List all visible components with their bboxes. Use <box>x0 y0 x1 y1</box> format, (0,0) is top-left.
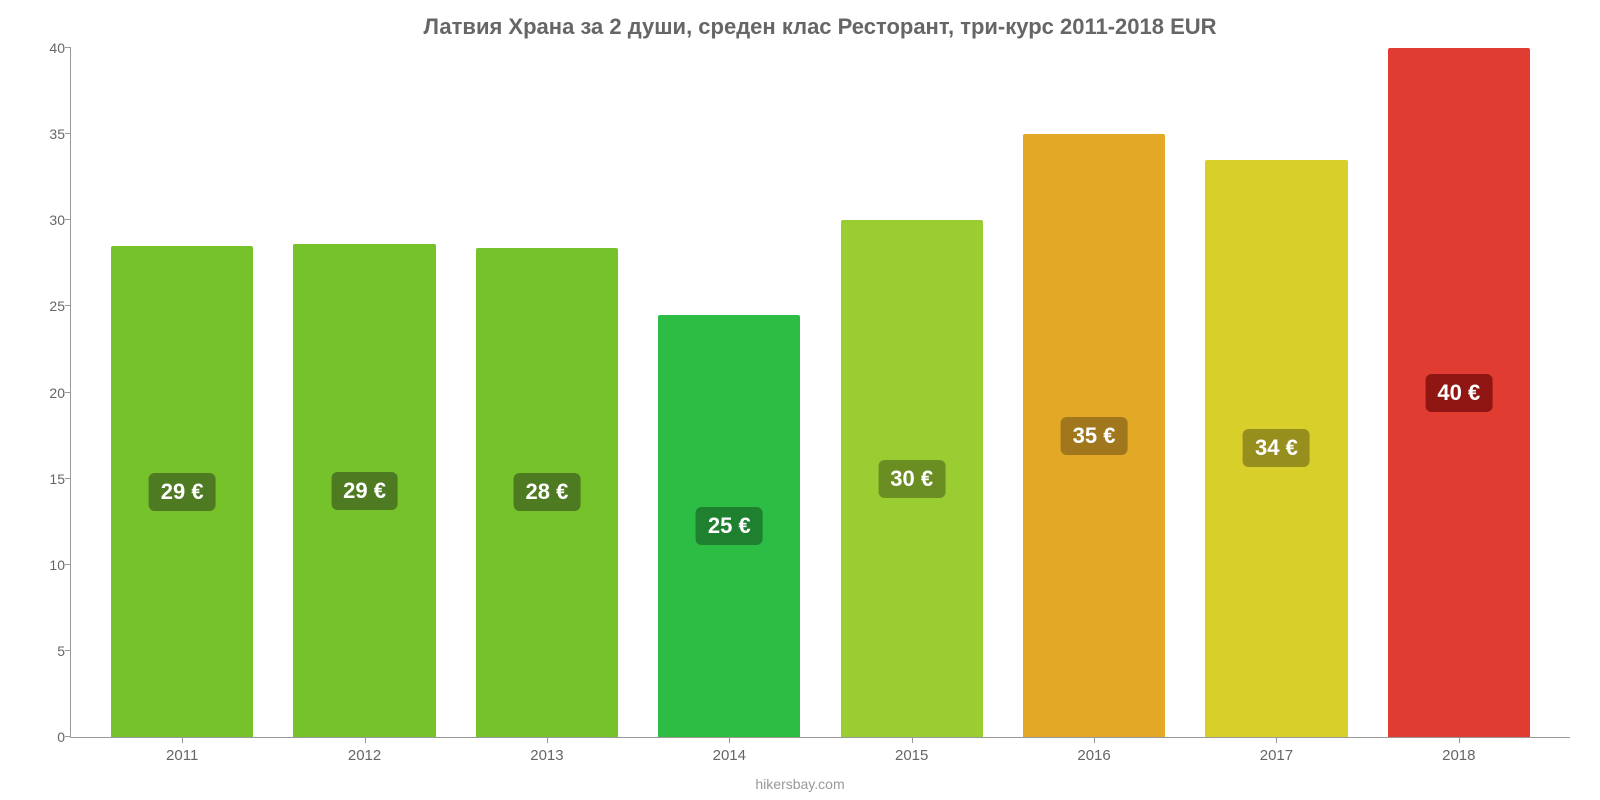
bar-value-label: 30 € <box>878 460 945 498</box>
chart-title: Латвия Храна за 2 души, среден клас Рест… <box>70 10 1570 48</box>
y-axis-tick-mark <box>65 305 71 306</box>
x-axis-tick-mark <box>182 737 183 743</box>
x-axis-tick-mark <box>1276 737 1277 743</box>
y-axis-tick-label: 10 <box>21 557 65 573</box>
y-axis-tick-mark <box>65 392 71 393</box>
x-axis-tick-label: 2012 <box>348 747 381 764</box>
plot-area: 29 €201129 €201228 €201325 €201430 €2015… <box>70 48 1570 738</box>
y-axis-tick-mark <box>65 736 71 737</box>
x-axis-tick-mark <box>365 737 366 743</box>
bar: 40 € <box>1388 48 1530 737</box>
bar: 30 € <box>841 220 983 737</box>
bar-value-label: 40 € <box>1425 374 1492 412</box>
bar: 29 € <box>111 246 253 737</box>
bar-slot: 30 €2015 <box>821 48 1003 737</box>
x-axis-tick-label: 2018 <box>1442 747 1475 764</box>
bar: 28 € <box>476 248 618 737</box>
bar-value-label: 25 € <box>696 507 763 545</box>
y-axis-tick-mark <box>65 133 71 134</box>
y-axis-tick-mark <box>65 478 71 479</box>
x-axis-tick-mark <box>729 737 730 743</box>
y-axis-tick-label: 40 <box>21 40 65 56</box>
bar-slot: 29 €2012 <box>273 48 455 737</box>
x-axis-tick-label: 2014 <box>713 747 746 764</box>
y-axis-tick-label: 5 <box>21 643 65 659</box>
bar-slot: 28 €2013 <box>456 48 638 737</box>
y-axis-tick-label: 30 <box>21 212 65 228</box>
bar-value-label: 29 € <box>331 472 398 510</box>
y-axis-tick-mark <box>65 650 71 651</box>
x-axis-tick-label: 2017 <box>1260 747 1293 764</box>
y-axis-tick-label: 0 <box>21 729 65 745</box>
bar-slot: 35 €2016 <box>1003 48 1185 737</box>
bar-value-label: 35 € <box>1061 417 1128 455</box>
x-axis-tick-mark <box>1094 737 1095 743</box>
y-axis-tick-mark <box>65 47 71 48</box>
x-axis-tick-label: 2011 <box>166 747 198 764</box>
bar-slot: 40 €2018 <box>1368 48 1550 737</box>
chart-container: Латвия Храна за 2 души, среден клас Рест… <box>0 0 1600 800</box>
bars-group: 29 €201129 €201228 €201325 €201430 €2015… <box>71 48 1570 737</box>
y-axis-tick-label: 20 <box>21 385 65 401</box>
bar-value-label: 28 € <box>514 473 581 511</box>
chart-attribution: hikersbay.com <box>0 776 1600 792</box>
bar-value-label: 34 € <box>1243 429 1310 467</box>
y-axis-tick-mark <box>65 564 71 565</box>
x-axis-tick-label: 2015 <box>895 747 928 764</box>
x-axis-tick-mark <box>547 737 548 743</box>
y-axis-tick-mark <box>65 219 71 220</box>
bar: 34 € <box>1205 160 1347 737</box>
bar-slot: 34 €2017 <box>1185 48 1367 737</box>
x-axis-tick-label: 2016 <box>1077 747 1110 764</box>
y-axis-tick-label: 25 <box>21 298 65 314</box>
x-axis-tick-mark <box>912 737 913 743</box>
y-axis-tick-label: 35 <box>21 126 65 142</box>
x-axis-tick-mark <box>1459 737 1460 743</box>
bar: 25 € <box>658 315 800 737</box>
bar-value-label: 29 € <box>149 473 216 511</box>
y-axis-tick-label: 15 <box>21 471 65 487</box>
x-axis-tick-label: 2013 <box>530 747 563 764</box>
bar: 35 € <box>1023 134 1165 737</box>
bar-slot: 25 €2014 <box>638 48 820 737</box>
bar: 29 € <box>293 244 435 737</box>
bar-slot: 29 €2011 <box>91 48 273 737</box>
